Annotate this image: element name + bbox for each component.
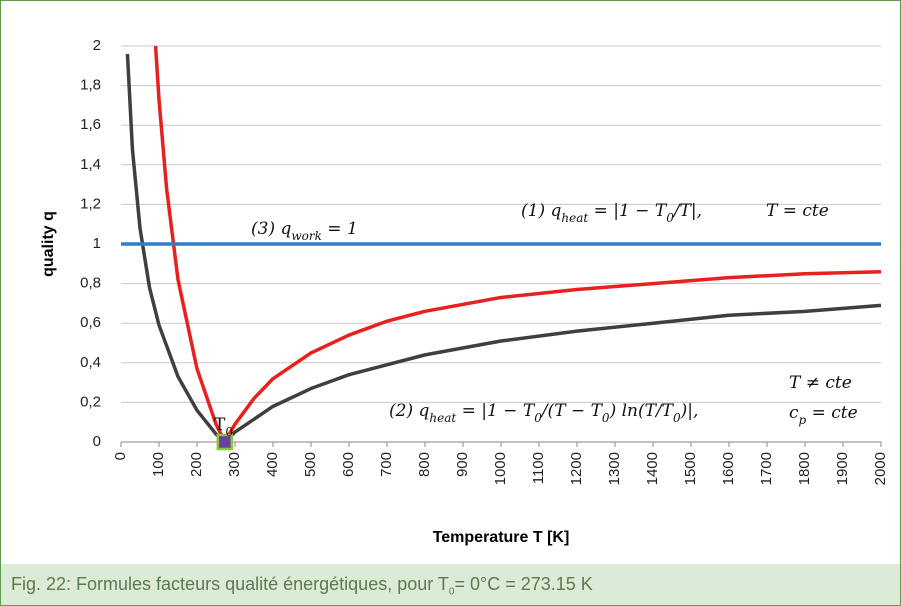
annotation-text: c: [789, 403, 799, 423]
annotation-text: )|,: [680, 401, 699, 421]
x-tick-label: 0: [112, 452, 129, 460]
annotation-subscript: heat: [429, 411, 456, 425]
caption: Fig. 22: Formules facteurs qualité énerg…: [1, 564, 900, 605]
annotation-text: (1) q: [521, 201, 561, 221]
y-tick-label: 1,6: [80, 116, 101, 133]
annotation-text: = 1: [322, 219, 358, 239]
annotation-text: T ≠ cte: [789, 373, 852, 393]
x-tick-label: 900: [454, 452, 471, 477]
annotation-text: = |1 − T: [456, 401, 536, 421]
x-tick-label: 300: [226, 452, 243, 477]
annotation-text: /(T − T: [540, 401, 604, 421]
y-tick-label: 1,4: [80, 156, 101, 173]
line-series: [153, 45, 882, 444]
x-tick-label: 1200: [568, 452, 585, 485]
y-tick-label: 1: [93, 235, 101, 252]
y-axis-title: quality q: [40, 211, 57, 277]
annotation-text: /T|,: [672, 201, 702, 221]
x-tick-label: 400: [264, 452, 281, 477]
x-tick-label: 1300: [606, 452, 623, 485]
annotation-text: = cte: [806, 403, 857, 423]
x-tick-label: 500: [302, 452, 319, 477]
annotation: T0: [214, 415, 233, 439]
annotation-subscript: p: [799, 413, 807, 427]
y-tick-label: 0: [93, 433, 101, 450]
x-tick-label: 2000: [872, 452, 889, 485]
x-tick-label: 800: [416, 452, 433, 477]
y-tick-label: 0,2: [80, 393, 101, 410]
x-tick-label: 100: [150, 452, 167, 477]
x-tick-label: 1900: [834, 452, 851, 485]
annotation-text: T = cte: [766, 201, 829, 221]
annotation-subscript: 0: [225, 425, 233, 439]
annotation: T ≠ cte: [789, 373, 852, 393]
point-marker: [216, 433, 234, 451]
line-series: [125, 53, 882, 444]
x-tick-label: 1800: [796, 452, 813, 485]
annotation-subscript: 0: [534, 411, 542, 425]
annotation-subscript: 0: [666, 211, 674, 225]
chart: Temperature T [K] quality q 0 0,2 0,4 0,6 0,…: [40, 37, 889, 546]
annotation: (3) qwork = 1: [251, 219, 358, 243]
y-tick-label: 0,6: [80, 314, 101, 331]
annotation-subscript: 0: [673, 411, 681, 425]
annotation-text: ) ln(T/T: [609, 401, 675, 421]
x-tick-label: 1000: [492, 452, 509, 485]
x-tick-label: 1600: [720, 452, 737, 485]
x-tick-label: 1700: [758, 452, 775, 485]
annotation: T = cte: [766, 201, 829, 221]
plot-area: [121, 45, 882, 444]
y-tick-label: 1,2: [80, 195, 101, 212]
annotation-text: T: [214, 415, 226, 435]
annotation: (2) qheat = |1 − T0/(T − T0) ln(T/T0)|,: [389, 401, 698, 425]
annotation-subscript: work: [291, 229, 322, 243]
caption-text: Fig. 22: Formules facteurs qualité énerg…: [11, 574, 449, 594]
y-tick-label: 0,4: [80, 354, 101, 371]
annotation-text: (2) q: [389, 401, 429, 421]
annotation: cp = cte: [789, 403, 858, 427]
x-tick-label: 600: [340, 452, 357, 477]
x-tick-label: 1500: [682, 452, 699, 485]
annotation-text: (3) q: [251, 219, 291, 239]
x-tick-label: 700: [378, 452, 395, 477]
x-tick-label: 1400: [644, 452, 661, 485]
caption-text: = 0°C = 273.15 K: [454, 574, 593, 594]
annotation: (1) qheat = |1 − T0/T|,: [521, 201, 702, 225]
y-tick-label: 1,8: [80, 77, 101, 94]
annotation-text: = |1 − T: [588, 201, 668, 221]
y-tick-label: 0,8: [80, 275, 101, 292]
annotation-subscript: 0: [602, 411, 610, 425]
annotation-subscript: heat: [561, 211, 588, 225]
y-tick-label: 2: [93, 37, 101, 54]
x-tick-label: 200: [188, 452, 205, 477]
x-tick-label: 1100: [530, 452, 547, 484]
x-axis-title: Temperature T [K]: [433, 529, 570, 546]
caption-subscript: 0: [448, 586, 455, 598]
